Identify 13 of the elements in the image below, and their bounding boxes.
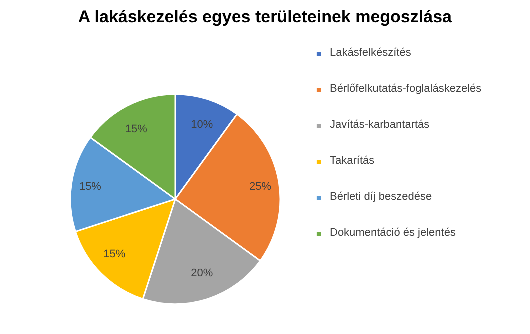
data-label: 15%	[125, 124, 148, 136]
data-label: 20%	[191, 268, 214, 280]
data-label: 25%	[250, 181, 272, 194]
chart-title: A lakáskezelés egyes területeinek megoszlása	[78, 8, 453, 26]
legend-label: Bérlőfelkutatás-foglaláskezelés	[330, 83, 482, 95]
legend-label: Dokumentáció és jelentés	[330, 227, 456, 239]
data-label: 10%	[191, 119, 214, 132]
data-label: 15%	[104, 248, 126, 261]
data-label: 15%	[79, 181, 102, 194]
legend-label: Bérleti díj beszedése	[330, 191, 432, 203]
legend-label: Javítás-karbantartás	[330, 119, 430, 131]
legend-label: Takarítás	[330, 155, 375, 167]
legend-label: Lakásfelkészítés	[330, 47, 412, 59]
